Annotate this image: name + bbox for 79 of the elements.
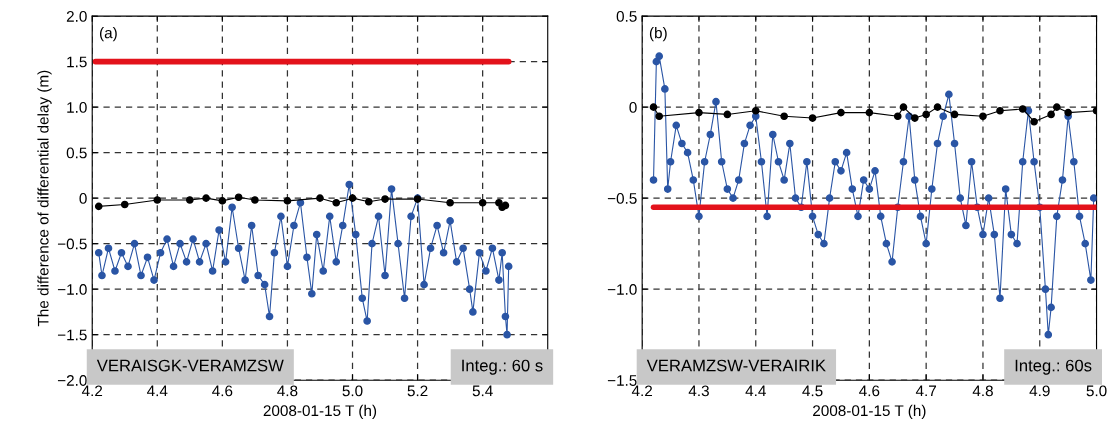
point xyxy=(120,200,129,209)
point xyxy=(1018,105,1027,113)
y-tick-label: 1.5 xyxy=(67,56,87,68)
point xyxy=(979,112,987,121)
point xyxy=(186,196,194,204)
x-tick-label: 5.4 xyxy=(472,385,493,397)
x-tick-label: 4.8 xyxy=(277,385,298,397)
x-tick-label: 4.6 xyxy=(859,385,880,397)
point xyxy=(808,114,817,122)
point xyxy=(893,112,902,121)
y-tick-label: 2.0 xyxy=(66,11,87,22)
y-tick-label: 1.0 xyxy=(67,102,87,113)
annotation: Integ.: 60 s xyxy=(462,359,543,375)
point xyxy=(933,103,942,111)
point xyxy=(202,194,210,202)
point xyxy=(1052,103,1061,111)
point xyxy=(922,110,930,119)
x-axis-title: 2008-01-15 T (h) xyxy=(813,404,926,420)
point xyxy=(332,198,341,207)
annotation: VERAMZSW-VERAIRIK xyxy=(646,359,826,372)
y-tick-label: 0 xyxy=(629,102,637,113)
point xyxy=(283,197,292,205)
point xyxy=(837,108,845,117)
y-tick-label: 0 xyxy=(79,193,87,204)
point xyxy=(501,201,510,210)
point xyxy=(950,110,959,119)
point xyxy=(1064,108,1072,117)
point xyxy=(234,193,243,202)
x-tick-label: 5.2 xyxy=(407,385,428,397)
point xyxy=(899,103,908,111)
annotation: VERAISGK-VERAMZSW xyxy=(96,359,284,372)
point xyxy=(865,108,874,117)
x-tick-label: 4.7 xyxy=(915,385,937,397)
x-tick-label: 4.4 xyxy=(147,385,168,397)
x-tick-label: 4.9 xyxy=(1029,385,1050,397)
x-tick-label: 4.2 xyxy=(81,385,103,397)
point xyxy=(478,198,487,207)
point xyxy=(348,194,357,202)
point xyxy=(655,112,664,121)
y-tick-label: −1.0 xyxy=(57,284,87,295)
x-tick-label: 5.0 xyxy=(1086,385,1107,397)
y-tick-label: −1.5 xyxy=(607,375,637,386)
point xyxy=(316,194,324,202)
annotation: Integ.: 60s xyxy=(1015,359,1092,375)
point xyxy=(780,112,788,121)
x-tick-label: 5.0 xyxy=(342,385,363,397)
point xyxy=(1030,117,1038,126)
point xyxy=(218,197,227,205)
x-tick-label: 4.8 xyxy=(972,385,993,397)
point xyxy=(1047,110,1055,119)
y-tick-label: 0.5 xyxy=(616,11,637,22)
x-tick-label: 4.5 xyxy=(802,385,823,397)
point xyxy=(153,196,162,204)
point xyxy=(364,197,373,206)
point xyxy=(495,198,503,207)
annotation: (b) xyxy=(649,27,667,42)
point xyxy=(381,195,389,203)
point xyxy=(94,202,103,211)
y-tick-label: 0.5 xyxy=(66,147,87,159)
y-tick-label: −1.0 xyxy=(607,284,637,295)
point xyxy=(251,196,259,204)
y-tick-label: −0.5 xyxy=(607,193,637,204)
point xyxy=(751,106,760,115)
x-tick-label: 4.2 xyxy=(631,385,653,397)
x-tick-label: 4.4 xyxy=(745,385,766,397)
point xyxy=(446,198,454,207)
x-tick-label: 4.6 xyxy=(212,385,233,397)
x-axis-title: 2008-01-15 T (h) xyxy=(263,404,377,420)
x-tick-label: 4.3 xyxy=(688,385,709,397)
point xyxy=(723,110,732,119)
point xyxy=(910,114,919,122)
point xyxy=(695,108,703,117)
y-axis-title: The difference of differential delay (m) xyxy=(37,70,52,327)
annotation: (a) xyxy=(99,27,117,42)
y-tick-label: −1.5 xyxy=(57,329,87,341)
y-tick-label: −2.0 xyxy=(57,375,87,386)
point xyxy=(649,103,658,111)
y-tick-label: −0.5 xyxy=(57,238,87,250)
point xyxy=(996,106,1004,115)
